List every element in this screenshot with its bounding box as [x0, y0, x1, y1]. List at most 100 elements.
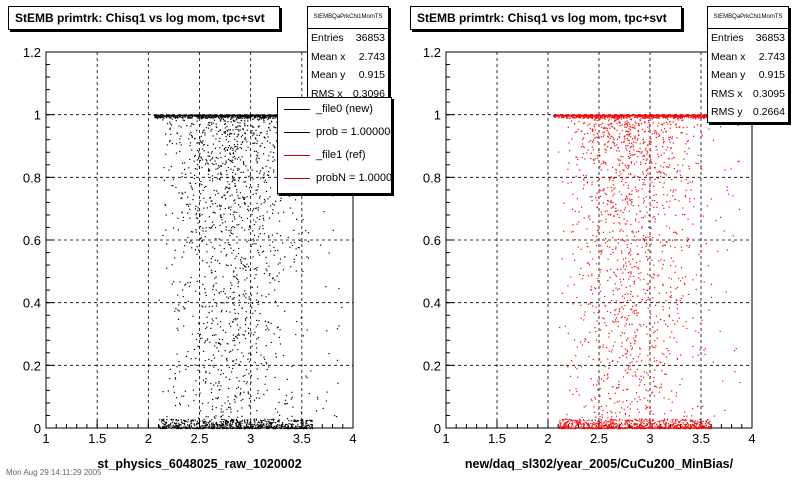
data-point [271, 121, 273, 123]
data-point [234, 150, 236, 152]
data-point [691, 115, 693, 117]
data-point [232, 419, 234, 421]
x-tick-label: 2.5 [190, 431, 208, 446]
data-point [234, 312, 236, 315]
data-point [258, 118, 260, 120]
data-point [289, 246, 291, 248]
data-point [183, 325, 185, 327]
data-point [217, 385, 219, 387]
data-point [202, 189, 204, 191]
data-point [222, 117, 224, 119]
data-point [208, 168, 210, 170]
data-point [258, 426, 260, 428]
data-point [709, 420, 711, 422]
data-point [560, 114, 562, 116]
data-point [664, 427, 667, 430]
data-point [301, 419, 304, 421]
data-point [224, 123, 226, 126]
data-point [176, 114, 178, 117]
data-point [237, 180, 240, 182]
data-point [196, 426, 198, 428]
data-point [184, 420, 186, 422]
data-point [224, 402, 226, 404]
data-point [301, 418, 303, 420]
data-point [255, 138, 257, 140]
data-point [241, 114, 244, 117]
data-point [605, 422, 607, 424]
data-point [246, 114, 248, 116]
data-point [267, 174, 270, 177]
data-point [278, 424, 280, 426]
data-point [221, 196, 224, 198]
data-point [708, 426, 710, 428]
data-point [215, 138, 217, 140]
data-point [216, 426, 219, 428]
data-point [225, 146, 227, 149]
data-point [257, 421, 259, 424]
data-point [180, 126, 182, 128]
data-point [236, 242, 238, 244]
data-point [253, 219, 255, 221]
data-point [626, 427, 628, 429]
data-point [232, 152, 235, 154]
data-point [237, 116, 239, 118]
data-point [175, 419, 177, 421]
data-point [204, 420, 207, 423]
data-point [237, 117, 240, 119]
data-point [173, 281, 175, 283]
data-point [697, 114, 700, 117]
data-point [175, 422, 177, 425]
y-tick-label: 0.4 [23, 296, 41, 311]
data-point [227, 264, 229, 267]
data-point [248, 373, 250, 375]
data-point [245, 293, 247, 295]
data-point [226, 424, 228, 426]
data-point [256, 410, 258, 412]
data-point [197, 417, 200, 419]
data-point [219, 129, 221, 131]
data-point [236, 211, 238, 214]
data-point [234, 394, 236, 397]
data-point [262, 177, 265, 179]
data-point [199, 116, 201, 119]
data-point [197, 117, 199, 120]
data-point [159, 427, 161, 429]
data-point [227, 130, 229, 132]
data-point [221, 309, 223, 312]
data-point [619, 424, 622, 426]
data-point [158, 425, 160, 427]
data-point [189, 144, 191, 147]
data-point [233, 133, 236, 135]
data-point [238, 280, 240, 283]
data-point [160, 427, 162, 430]
data-point [172, 178, 175, 180]
data-point [285, 427, 287, 429]
data-point [232, 298, 235, 300]
data-point [171, 212, 174, 215]
data-point [167, 123, 169, 125]
data-point [248, 423, 250, 426]
data-point [648, 422, 650, 424]
data-point [643, 420, 645, 423]
data-point [246, 424, 248, 427]
data-point [224, 423, 227, 425]
data-point [255, 159, 257, 161]
x-tick-label: 3 [247, 431, 254, 446]
data-point [222, 222, 224, 224]
data-point [161, 419, 163, 421]
data-point [199, 426, 201, 428]
data-point [238, 117, 240, 119]
data-point [248, 117, 250, 119]
data-point [291, 426, 293, 428]
data-point [193, 160, 195, 162]
data-point [600, 419, 603, 421]
data-point [653, 115, 655, 117]
data-point [264, 117, 266, 119]
data-point [229, 159, 231, 161]
data-point [231, 115, 233, 117]
data-point [195, 357, 197, 360]
data-point [639, 147, 641, 149]
data-point [288, 420, 290, 422]
data-point [220, 172, 222, 174]
data-point [265, 427, 268, 430]
